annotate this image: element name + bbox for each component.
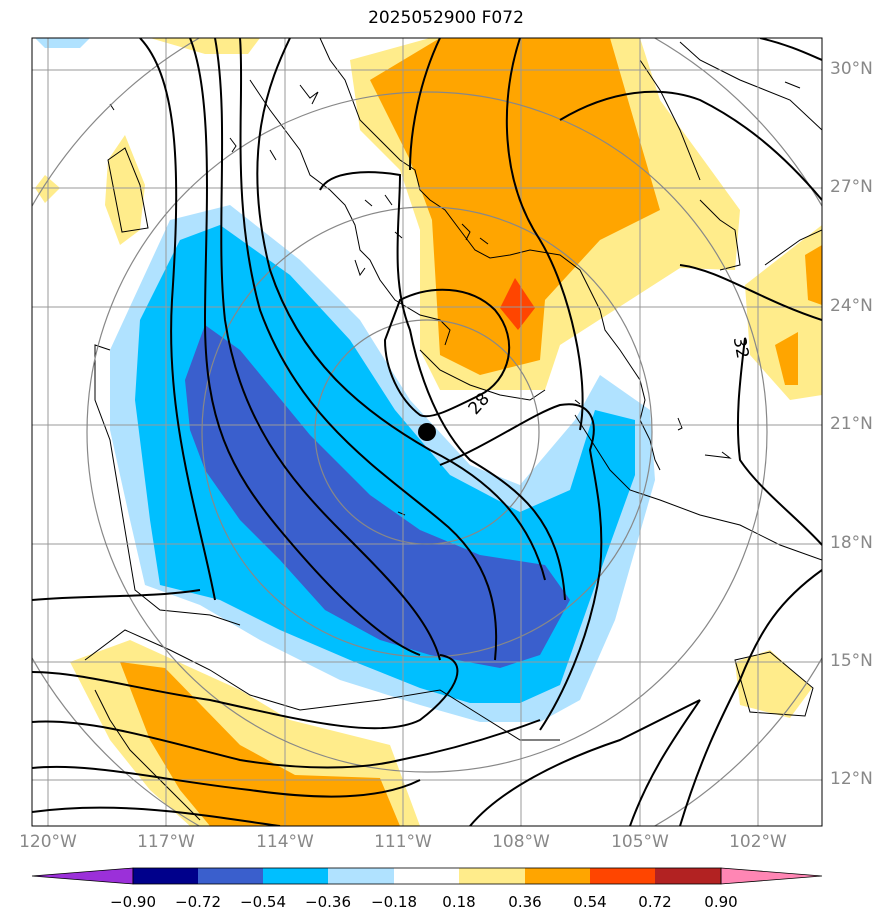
- contour-label-32: 32: [729, 335, 752, 360]
- colorbar-extend-low: [31, 867, 134, 885]
- lat-label: 24°N: [830, 296, 873, 316]
- colorbar-bin: [198, 868, 263, 884]
- lat-label: 21°N: [830, 414, 873, 434]
- lon-label: 114°W: [256, 832, 314, 852]
- lon-label: 102°W: [729, 832, 787, 852]
- colorbar-bin: [459, 868, 525, 884]
- lon-label: 117°W: [137, 832, 195, 852]
- lon-label: 120°W: [19, 832, 77, 852]
- shade-positive-light-se: [735, 650, 812, 718]
- colorbar-tick-label: 0.72: [638, 893, 672, 911]
- map-title: 2025052900 F072: [368, 8, 524, 28]
- lat-label: 15°N: [830, 651, 873, 671]
- graticule: [32, 38, 822, 826]
- shade-positive-light-nw: [150, 38, 260, 54]
- colorbar-bin: [590, 868, 655, 884]
- shade-positive-mid: [370, 38, 660, 375]
- shade-positive-light-east: [745, 225, 822, 400]
- map-frame: [31, 37, 823, 827]
- colorbar-bin: [263, 868, 328, 884]
- shade-negative-light-nw: [35, 38, 90, 48]
- colorbar-tick-label: 0.90: [704, 893, 738, 911]
- colorbar-bin: [133, 868, 198, 884]
- colorbar-tick-label: 0.18: [442, 893, 476, 911]
- lat-label: 18°N: [830, 533, 873, 553]
- colorbar-tick-label: 0.36: [508, 893, 542, 911]
- shade-positive-mid-east: [805, 245, 822, 305]
- colorbar-extend-high: [720, 867, 823, 885]
- shade-positive-strong: [500, 278, 535, 330]
- storm-center-marker: [418, 423, 436, 441]
- colorbar-bin: [394, 868, 459, 884]
- colorbar-tick-label: −0.72: [175, 893, 221, 911]
- lat-label: 12°N: [830, 769, 873, 789]
- colorbar: [31, 867, 823, 885]
- colorbar-tick-label: −0.36: [305, 893, 351, 911]
- shade-positive-mid-east2: [775, 332, 798, 385]
- range-rings: [32, 38, 822, 826]
- colorbar-tick-label: −0.54: [240, 893, 286, 911]
- colorbar-bin: [328, 868, 394, 884]
- shade-positive-light-west: [105, 135, 145, 245]
- colorbar-tick-label: −0.90: [110, 893, 156, 911]
- colorbar-tick-label: −0.18: [371, 893, 417, 911]
- lat-label: 27°N: [830, 177, 873, 197]
- colorbar-bin: [525, 868, 590, 884]
- colorbar-frame: [132, 867, 722, 885]
- map-plot-area: 28 32: [32, 38, 822, 826]
- contours: [32, 38, 822, 826]
- colorbar-bin: [655, 868, 721, 884]
- lon-label: 108°W: [492, 832, 550, 852]
- lon-label: 111°W: [374, 832, 432, 852]
- colorbar-tick-label: 0.54: [573, 893, 607, 911]
- shade-positive-mid-sw: [120, 662, 400, 826]
- shade-negative-strong: [185, 325, 570, 668]
- coastlines: [84, 38, 822, 821]
- lat-label: 30°N: [830, 59, 873, 79]
- lon-label: 105°W: [611, 832, 669, 852]
- contour-label-28: 28: [465, 389, 494, 418]
